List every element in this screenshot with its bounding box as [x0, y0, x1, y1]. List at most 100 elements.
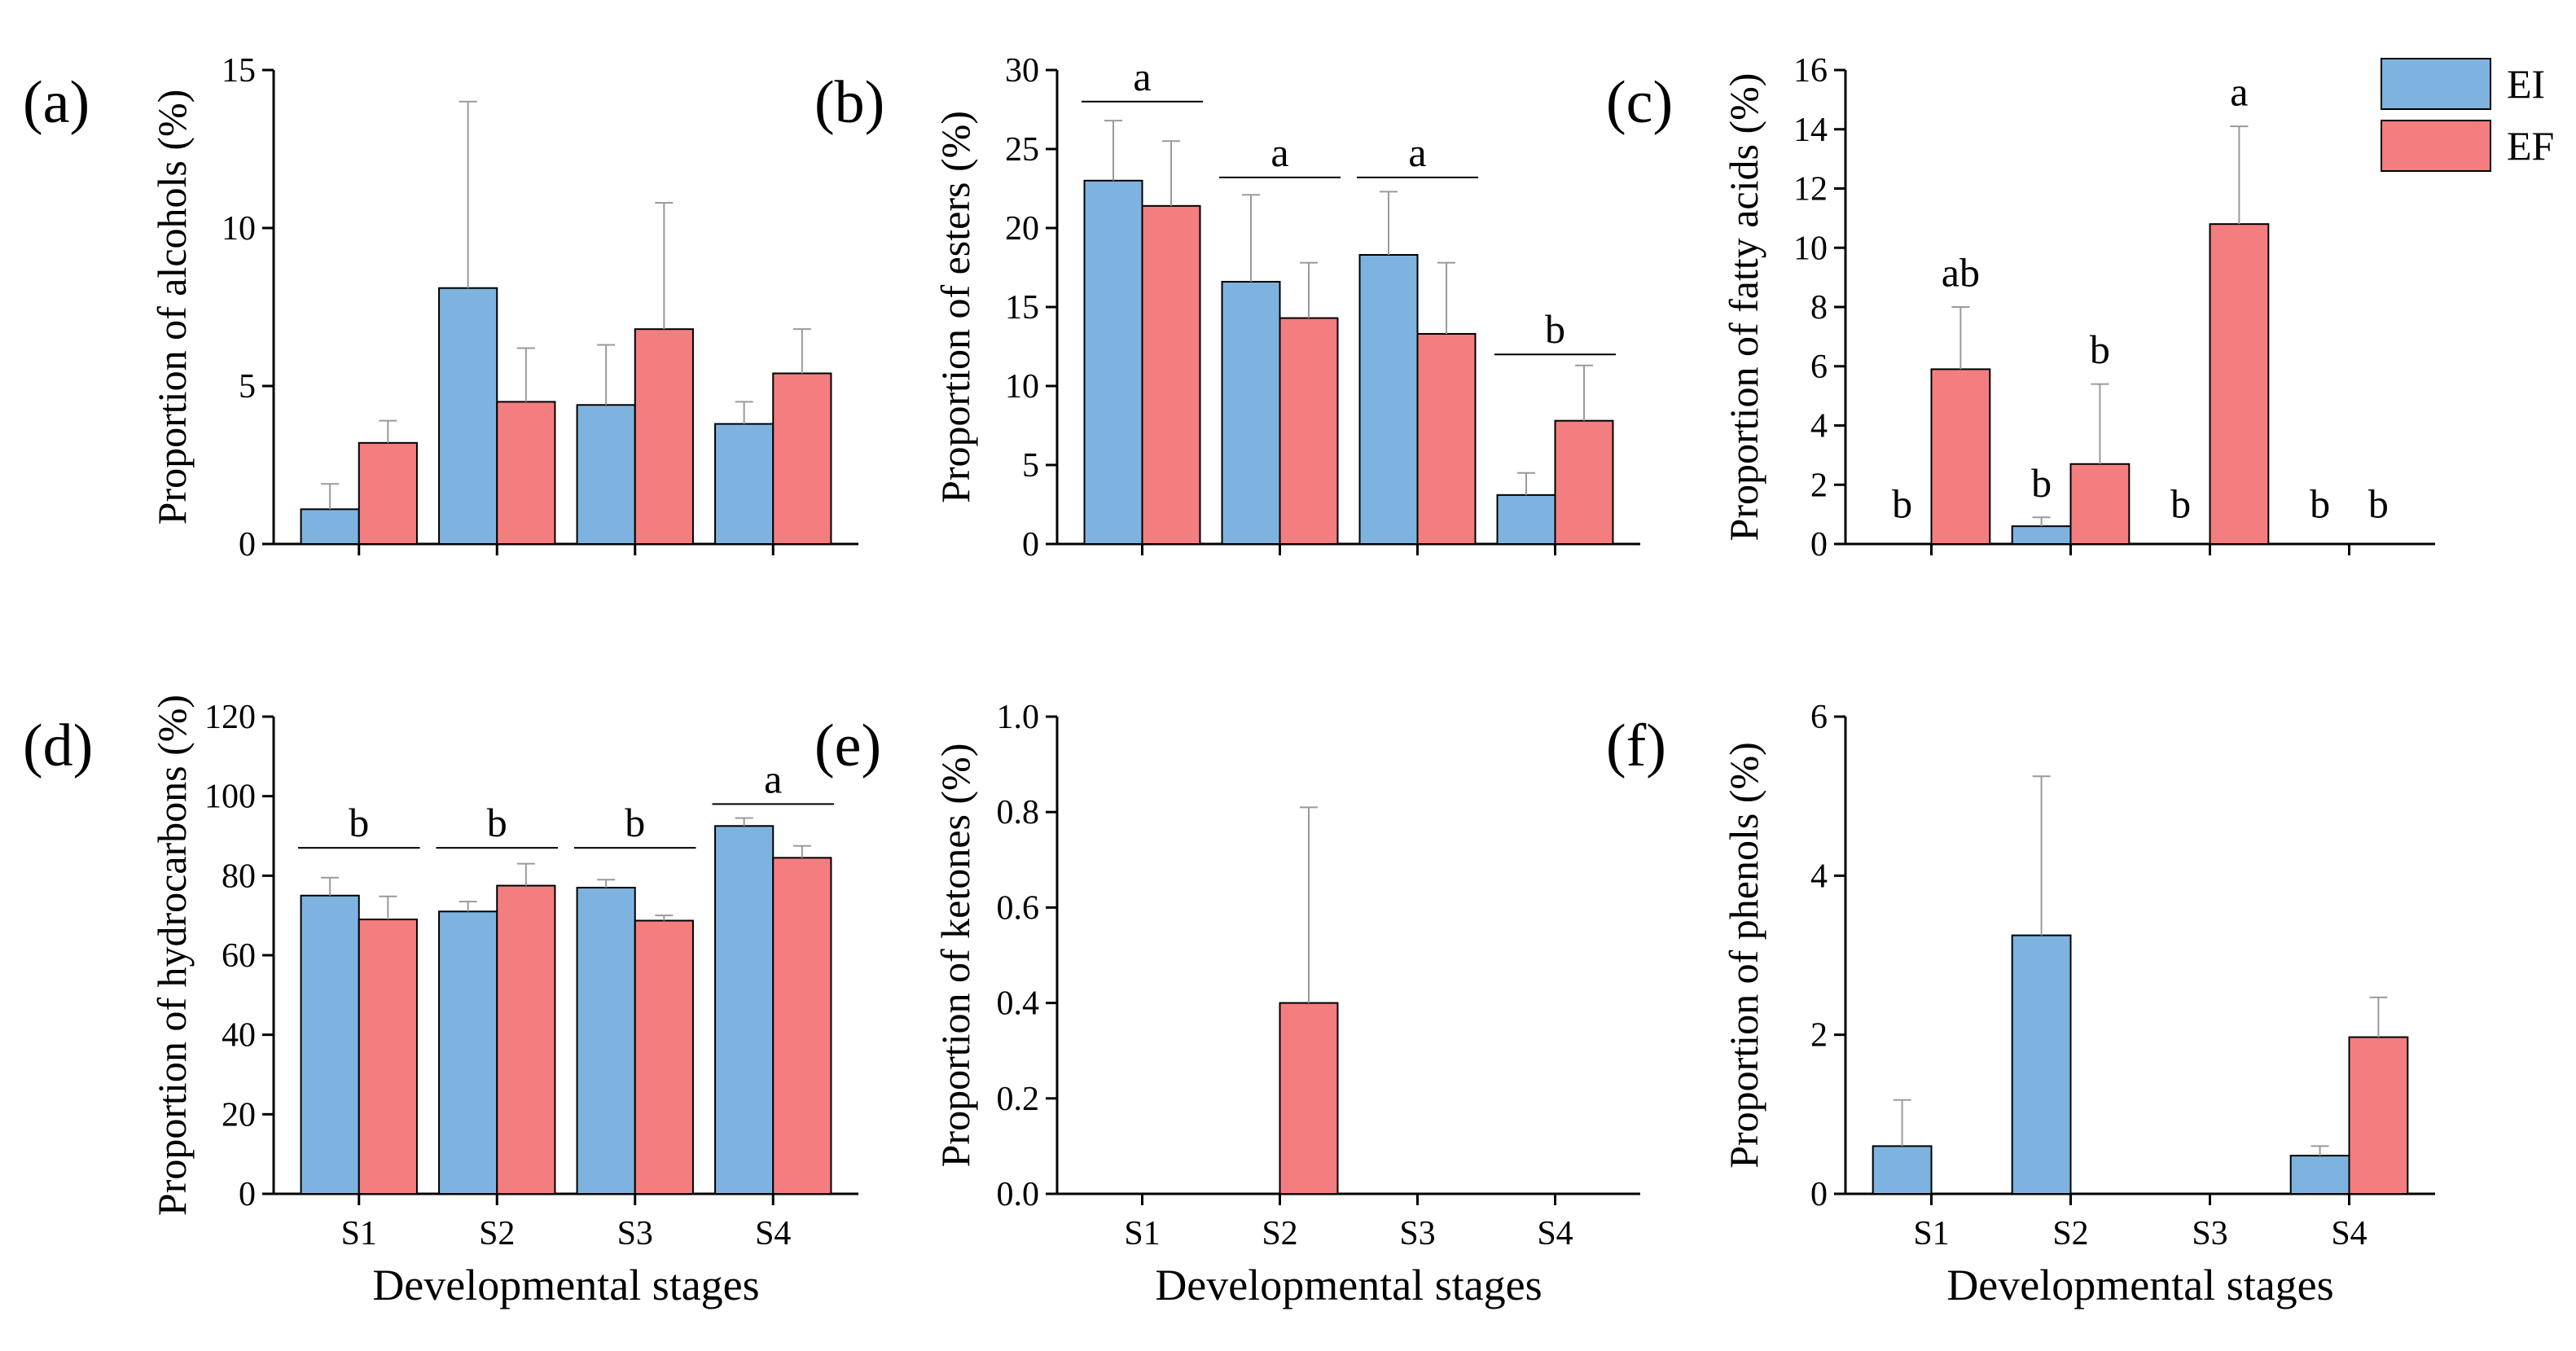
y-tick-label: 60 — [222, 937, 256, 975]
y-axis-label: Proportion of phenols (%) — [1721, 742, 1766, 1169]
y-tick-label: 8 — [1810, 289, 1828, 327]
y-tick-label: 80 — [222, 858, 256, 895]
bar-ei — [1083, 179, 1143, 546]
y-tick-label: 5 — [239, 368, 256, 406]
x-tick-label: S2 — [479, 1215, 515, 1252]
y-tick-label: 40 — [222, 1017, 256, 1055]
x-tick-label: S3 — [617, 1215, 653, 1252]
bar-ef — [2348, 1036, 2409, 1195]
bar-ei — [1872, 1145, 1933, 1195]
significance-letter: a — [1408, 129, 1426, 175]
bar-ei — [438, 910, 498, 1195]
y-tick-label: 0.4 — [997, 985, 1040, 1023]
y-tick-label: 2 — [1810, 1017, 1828, 1055]
y-tick-label: 0.0 — [997, 1176, 1040, 1213]
x-tick-label: S2 — [1262, 1215, 1297, 1252]
y-tick-label: 15 — [222, 52, 256, 90]
panel-label: (a) — [23, 69, 90, 136]
bar-ei — [1358, 253, 1419, 545]
bar-ef — [496, 401, 556, 545]
y-tick-label: 20 — [222, 1096, 256, 1134]
panel-b: 0 5 10 15 20 25 30 Proportion of esters (%) (b) a… — [814, 52, 1640, 564]
y-tick-label: 0 — [239, 1176, 256, 1213]
legend-label-ei: EI — [2507, 61, 2545, 107]
x-tick-label: S1 — [1124, 1215, 1160, 1252]
bar-ef — [1141, 204, 1201, 545]
significance-letter: a — [2230, 69, 2248, 115]
x-tick-label: S3 — [1399, 1215, 1435, 1252]
y-axis-label: Proportion of ketones (%) — [933, 743, 978, 1168]
significance-letter: a — [1270, 129, 1288, 175]
x-tick-label: S4 — [1537, 1215, 1573, 1252]
y-tick-label: 16 — [1793, 52, 1828, 90]
panel-label: (c) — [1606, 69, 1673, 136]
bar-ei — [2011, 525, 2072, 545]
bar-ef — [1279, 317, 1339, 545]
bar-ei — [576, 886, 636, 1195]
bar-ei — [438, 287, 498, 545]
y-tick-label: 0 — [239, 526, 256, 564]
panel-f: 0 2 4 6 Proportion of phenols (%) (f) S1 S2 S3 S4… — [1606, 699, 2435, 1309]
panel-c: 0 2 4 6 8 10 12 14 16 Proportion of fatty acids (… — [1606, 52, 2435, 564]
significance-letter: a — [764, 756, 782, 801]
panel-label: (e) — [814, 713, 881, 779]
y-tick-label: 10 — [222, 210, 256, 248]
significance-letter: b — [1545, 306, 1565, 352]
bar-ei — [2289, 1155, 2350, 1195]
x-axis-label: Developmental stages — [1946, 1261, 2333, 1309]
y-tick-label: 0 — [1810, 1176, 1828, 1213]
x-tick-label: S3 — [2192, 1215, 2227, 1252]
y-axis-label: Proportion of hydrocarbons (%) — [149, 695, 195, 1216]
bar-ei — [576, 404, 636, 545]
significance-letter: ab — [1942, 250, 1980, 296]
panel-label: (f) — [1606, 713, 1666, 779]
y-tick-label: 0.2 — [997, 1081, 1040, 1118]
y-tick-label: 1.0 — [997, 699, 1040, 736]
y-tick-label: 10 — [1005, 368, 1039, 406]
legend-label-ef: EF — [2507, 123, 2554, 169]
y-tick-label: 12 — [1793, 171, 1828, 208]
y-tick-label: 15 — [1005, 289, 1039, 327]
y-tick-label: 0 — [1022, 526, 1039, 564]
y-tick-label: 4 — [1810, 408, 1828, 445]
legend-swatch-ef — [2381, 120, 2491, 172]
bar-ei — [1221, 280, 1281, 545]
y-tick-label: 0.8 — [997, 794, 1040, 831]
y-tick-label: 6 — [1810, 349, 1828, 386]
bar-ef — [1930, 368, 1991, 546]
significance-letter: b — [2368, 480, 2389, 526]
legend-swatch-ei — [2381, 58, 2491, 110]
bar-ei — [2011, 934, 2072, 1195]
significance-letter: b — [349, 800, 369, 845]
panel-a: 0 5 10 15 Proportion of alcohols (%) (a) — [23, 52, 858, 564]
y-tick-label: 0.6 — [997, 889, 1040, 927]
x-tick-label: S1 — [341, 1215, 377, 1252]
y-tick-label: 25 — [1005, 131, 1039, 169]
x-tick-label: S4 — [2331, 1215, 2367, 1252]
bar-ef — [358, 919, 418, 1195]
bar-ef — [634, 328, 694, 545]
bar-ei — [300, 894, 360, 1195]
significance-letter: b — [2090, 327, 2110, 372]
x-axis-label: Developmental stages — [372, 1261, 759, 1309]
panel-label: (b) — [814, 69, 884, 136]
panel-e: 0.0 0.2 0.4 0.6 0.8 1.0 Proportion of ketones … — [814, 699, 1640, 1309]
y-tick-label: 30 — [1005, 52, 1039, 90]
legend: EI EF — [2381, 58, 2554, 172]
y-tick-label: 20 — [1005, 210, 1039, 248]
y-tick-label: 120 — [204, 699, 256, 736]
y-axis-label: Proportion of fatty acids (%) — [1721, 73, 1766, 542]
y-tick-label: 0 — [1810, 526, 1828, 564]
significance-letter: b — [2170, 480, 2191, 526]
bar-ef — [1416, 332, 1477, 545]
bar-ef — [772, 857, 832, 1195]
bar-ei — [300, 508, 360, 546]
bar-ef — [2209, 223, 2270, 545]
bar-ei — [714, 423, 775, 545]
bar-ef — [2069, 463, 2131, 545]
significance-letter: b — [2031, 460, 2052, 506]
y-tick-label: 100 — [204, 779, 256, 816]
bar-ef — [1279, 1002, 1339, 1195]
